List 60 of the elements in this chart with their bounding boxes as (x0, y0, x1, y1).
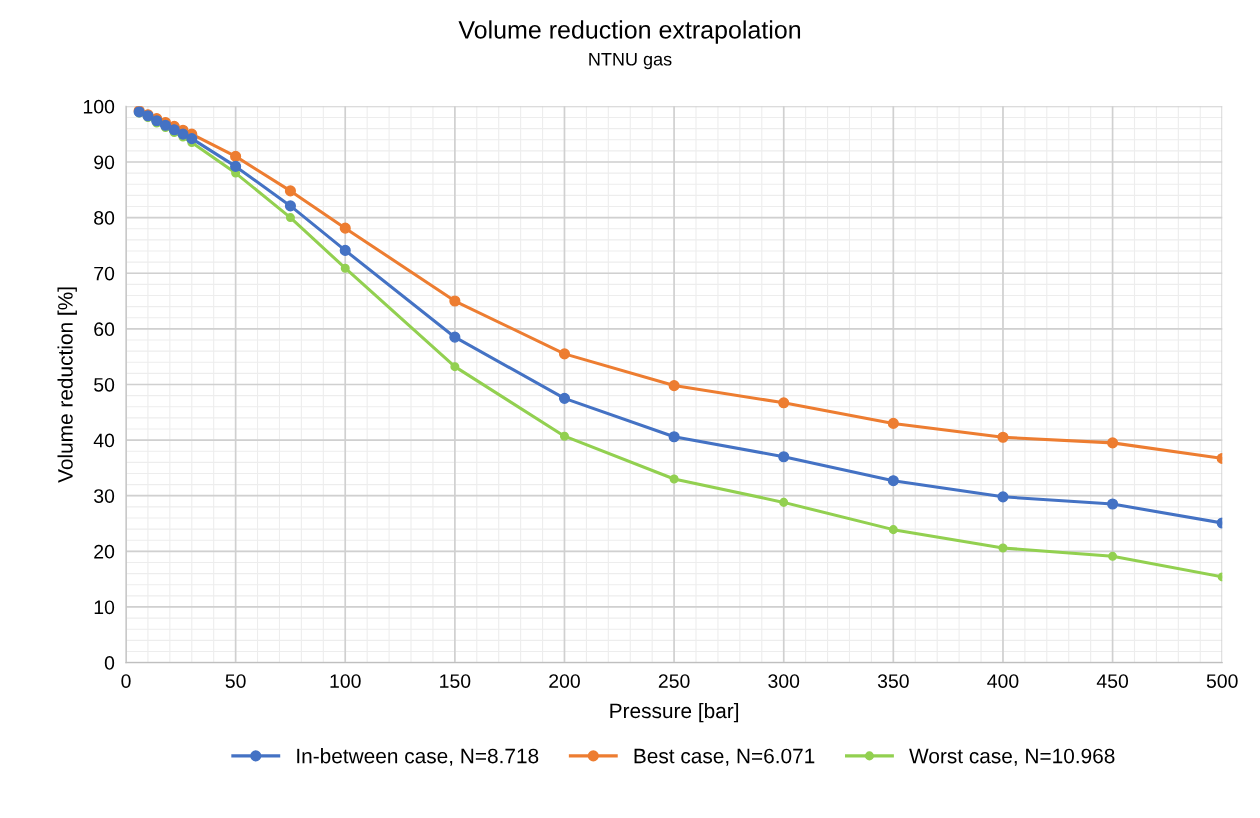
point (998, 543, 1008, 553)
point (997, 491, 1009, 503)
x-tick-label: 0 (121, 674, 131, 688)
point (339, 222, 351, 234)
legend-label: In-between case, N=8.718 (297, 748, 539, 766)
point (449, 295, 461, 307)
legend-label: Worst case, N=10.968 (909, 748, 1115, 766)
y-tick-label: 90 (94, 155, 115, 170)
y-tick-label: 70 (94, 266, 115, 281)
point (186, 133, 198, 145)
y-tick-label: 20 (94, 544, 115, 559)
point (887, 417, 899, 429)
point (559, 431, 569, 441)
chart-title: Volume reduction extrapolation (458, 20, 801, 44)
x-tick-label: 50 (225, 674, 246, 688)
x-tick-label: 250 (658, 674, 690, 688)
point (1108, 551, 1118, 561)
point (449, 331, 461, 343)
chart-subtitle: NTNU gas (589, 53, 672, 70)
point (1107, 437, 1119, 449)
x-tick-label: 150 (440, 674, 471, 688)
point (284, 200, 296, 212)
y-tick-label: 80 (94, 211, 115, 225)
point (887, 475, 899, 487)
x-tick-label: 350 (877, 674, 909, 688)
point (285, 213, 295, 223)
point (668, 431, 680, 443)
y-tick-label: 0 (104, 656, 115, 670)
x-tick-label: 450 (1096, 674, 1129, 688)
point (558, 392, 571, 404)
point (778, 397, 790, 409)
y-tick-label: 60 (94, 322, 115, 337)
point (230, 160, 242, 172)
y-tick-label: 50 (94, 377, 115, 392)
y-axis-title: Volume reduction [%] (57, 287, 77, 483)
point (669, 474, 679, 484)
x-axis-title: Pressure [bar] (610, 702, 739, 723)
legend-label: Best case, N=6.071 (634, 748, 815, 766)
point (177, 128, 189, 140)
point (450, 362, 460, 372)
x-tick-label: 200 (549, 674, 580, 688)
x-tick-label: 100 (330, 674, 361, 688)
x-tick-label: 500 (1206, 674, 1238, 688)
point (997, 431, 1009, 443)
point (778, 451, 790, 463)
point (340, 263, 350, 273)
point (558, 348, 571, 360)
point (779, 497, 789, 507)
y-tick-label: 100 (83, 99, 115, 114)
point (888, 525, 898, 535)
point (284, 185, 296, 197)
point (339, 244, 351, 256)
point (668, 380, 680, 392)
x-tick-label: 300 (768, 674, 800, 688)
y-tick-label: 10 (94, 600, 115, 615)
y-tick-label: 40 (93, 433, 115, 448)
point (1107, 498, 1119, 510)
x-tick-label: 400 (987, 674, 1019, 688)
y-tick-label: 30 (94, 489, 115, 503)
point (230, 150, 242, 162)
